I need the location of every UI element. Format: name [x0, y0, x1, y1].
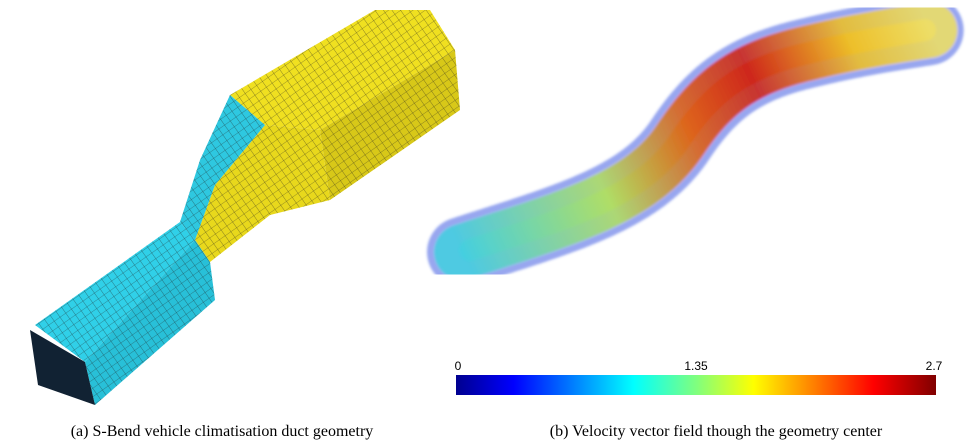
velocity-field: [427, 0, 965, 287]
colorbar: [456, 375, 936, 395]
colorbar-mid: 1.35: [684, 359, 708, 373]
colorbar-max: 2.7: [926, 359, 943, 373]
caption: (a) S-Bend vehicle climatisation duct ge…: [70, 423, 374, 440]
duct-geometry: [30, 10, 460, 405]
caption: (b) Velocity vector field though the geo…: [549, 423, 883, 440]
colorbar-min: 0: [455, 359, 462, 373]
figure-art: 0 1.35 2.7: [30, 0, 965, 405]
